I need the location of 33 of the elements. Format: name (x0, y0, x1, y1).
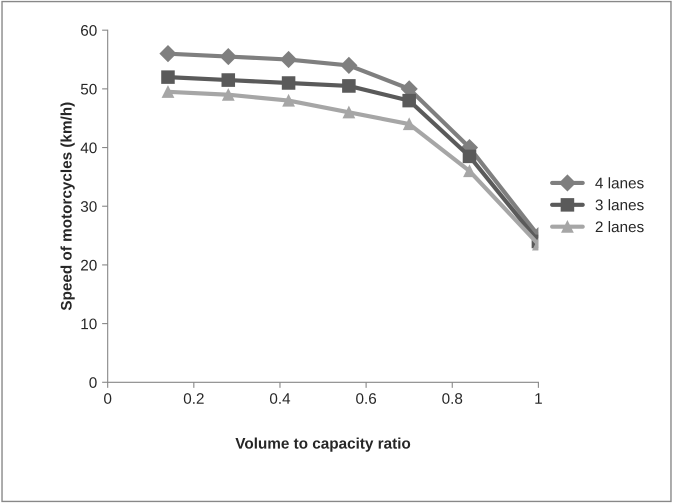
x-tick-label: 0.2 (184, 393, 204, 404)
point (342, 106, 355, 118)
legend-label: 2 lanes (596, 220, 644, 232)
point (403, 118, 416, 130)
legend-label: 3 lanes (596, 199, 644, 210)
legend-label: 4 lanes (595, 177, 644, 188)
point (462, 150, 476, 164)
x-tick-label: 0.6 (356, 393, 376, 404)
x-tick-label: 0.8 (442, 393, 462, 404)
point (282, 76, 296, 90)
point (160, 45, 176, 62)
point (282, 94, 295, 107)
point (222, 73, 236, 87)
x-tick-label: 0.4 (270, 393, 290, 404)
x-axis-title: Volume to capacity ratio (235, 437, 410, 452)
point (162, 86, 174, 98)
y-tick-label: 60 (81, 25, 97, 36)
x-tick-label: 1 (535, 393, 542, 404)
x-tick-label: 0 (104, 393, 112, 404)
point (222, 88, 234, 101)
y-tick-label: 50 (80, 84, 97, 95)
point (220, 48, 237, 65)
point (280, 51, 297, 68)
y-tick-label: 10 (81, 318, 97, 330)
point (161, 70, 175, 84)
y-tick-label: 30 (80, 201, 97, 212)
y-tick-label: 20 (81, 260, 97, 271)
y-tick-label: 0 (89, 377, 97, 388)
y-axis-title: Speed of motorcycles (km/h) (60, 102, 75, 310)
y-tick-label: 40 (80, 142, 97, 154)
point (402, 94, 416, 108)
point (340, 57, 358, 74)
point (342, 79, 356, 93)
